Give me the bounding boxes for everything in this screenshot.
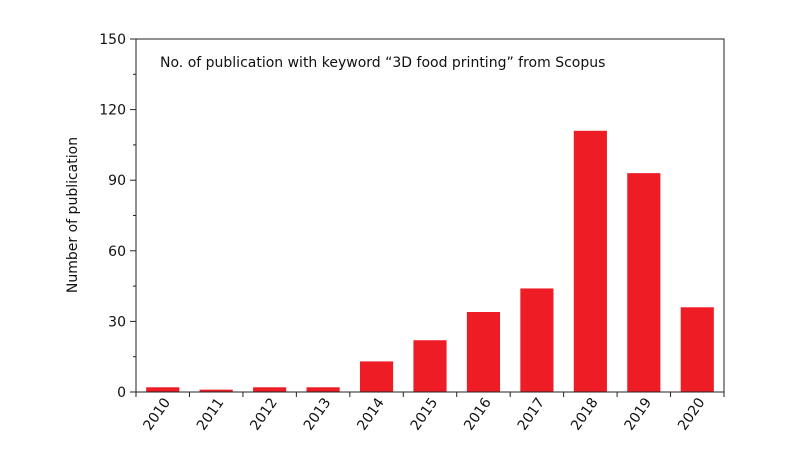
bar-2011 — [199, 389, 233, 392]
x-tick-label-2019: 2019 — [622, 395, 656, 433]
bars-group — [146, 130, 714, 392]
x-ticks-group: 2010 2011 2012 2013 2014 2015 2016 2017 2018 2019… — [135, 392, 725, 433]
bar-2020 — [680, 307, 714, 392]
bar-2018 — [573, 130, 607, 392]
x-tick-label-2016: 2016 — [461, 395, 495, 433]
y-tick-label-90: 90 — [108, 173, 126, 189]
bar-2012 — [253, 387, 287, 392]
x-tick-label-2010: 2010 — [140, 395, 174, 433]
y-tick-label-150: 150 — [99, 32, 126, 48]
y-ticks-group: 0 30 60 90 120 150 — [99, 32, 136, 401]
chart-annotation: No. of publication with keyword “3D food… — [160, 55, 605, 71]
x-tick-label-2014: 2014 — [354, 395, 388, 433]
bar-2013 — [306, 387, 340, 392]
x-tick-label-2011: 2011 — [194, 395, 228, 433]
bar-2019 — [627, 173, 661, 392]
y-tick-label-0: 0 — [117, 385, 126, 401]
x-tick-label-2020: 2020 — [675, 395, 709, 433]
x-tick-label-2012: 2012 — [247, 395, 281, 433]
x-tick-label-2015: 2015 — [408, 395, 442, 433]
y-tick-label-120: 120 — [99, 103, 126, 119]
bar-2014 — [359, 361, 394, 392]
bar-2010 — [146, 387, 180, 392]
y-tick-label-30: 30 — [108, 314, 126, 330]
bar-2015 — [413, 340, 447, 392]
x-tick-label-2013: 2013 — [301, 395, 335, 433]
x-tick-label-2018: 2018 — [568, 395, 602, 433]
bar-2016 — [466, 311, 501, 392]
bar-2017 — [520, 288, 554, 392]
y-tick-label-60: 60 — [108, 244, 126, 260]
x-tick-label-2017: 2017 — [515, 395, 549, 433]
y-axis-title: Number of publication — [65, 137, 81, 293]
